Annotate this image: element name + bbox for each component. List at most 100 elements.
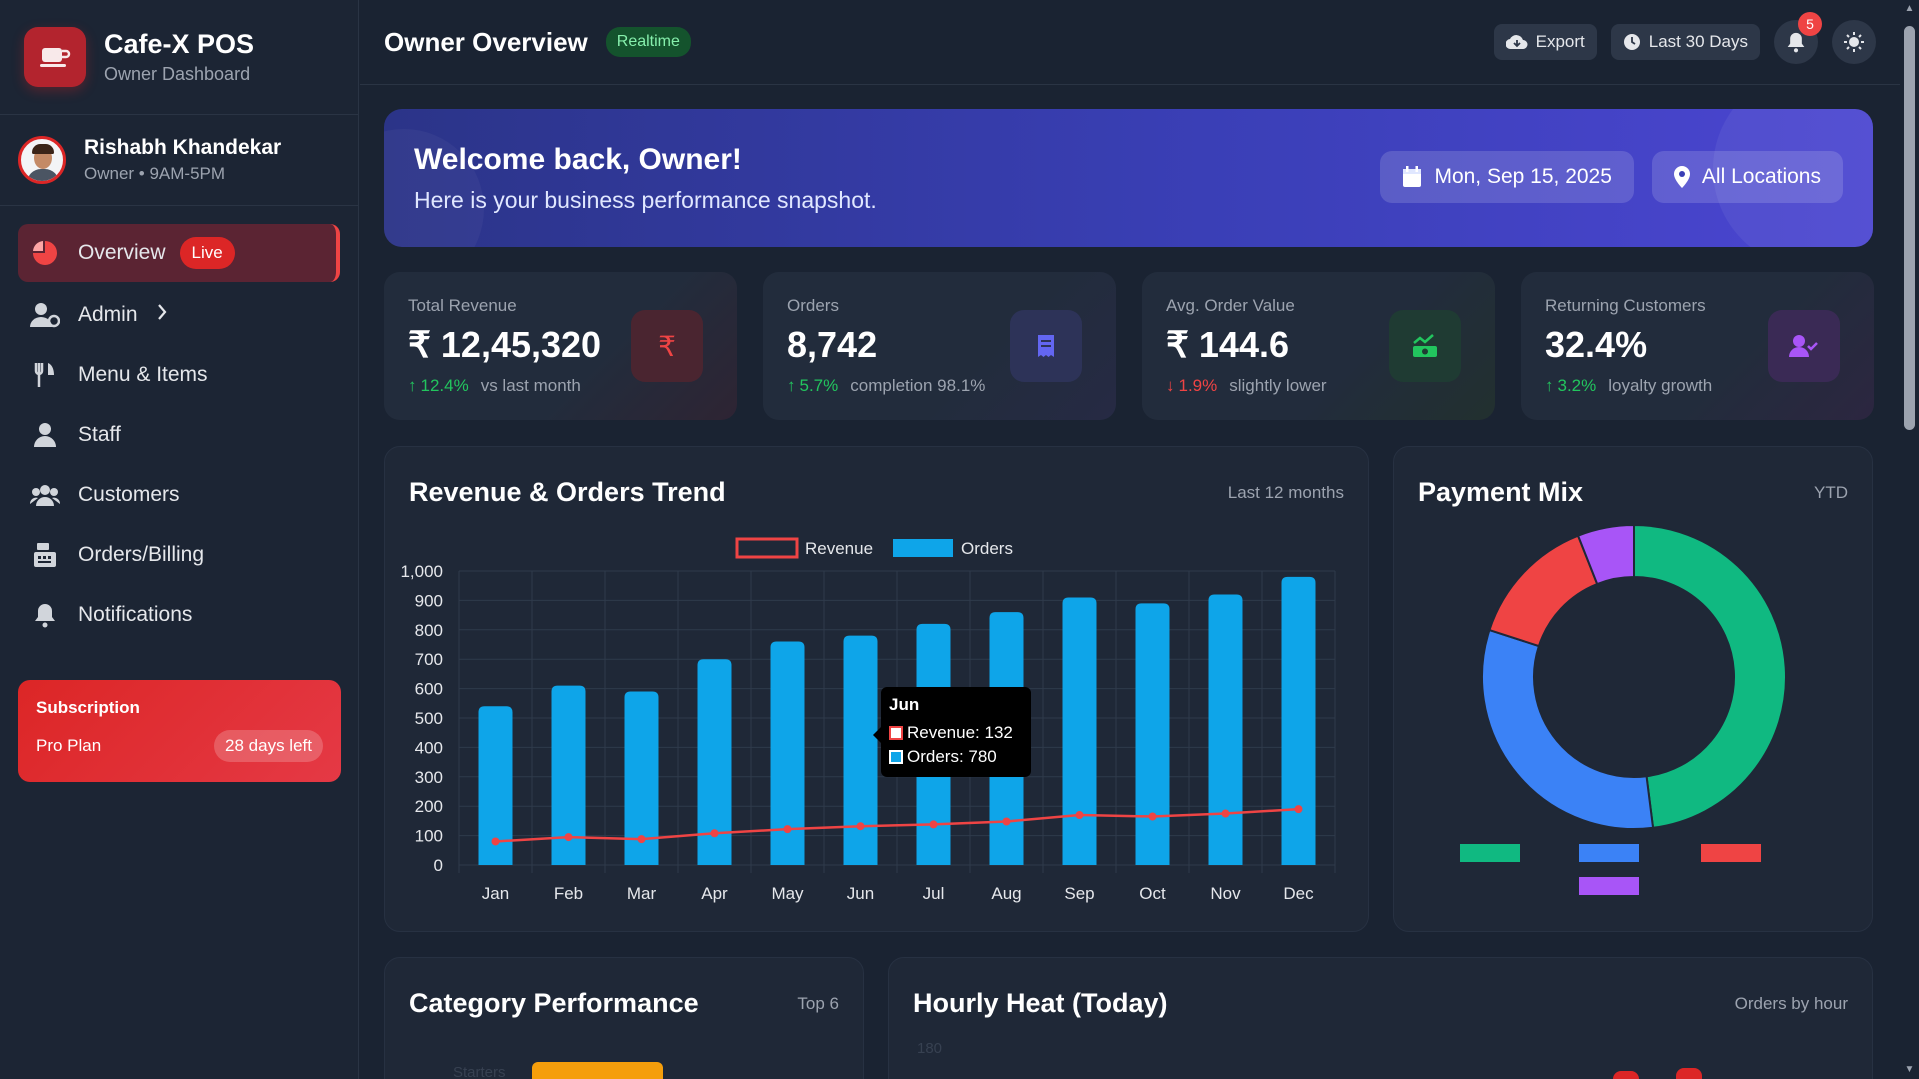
sun-icon: [1844, 32, 1864, 52]
category-bar[interactable]: [532, 1062, 663, 1079]
revenue-point: [710, 829, 719, 838]
bell-icon: [1787, 32, 1805, 53]
tooltip-revenue: Revenue: 132: [907, 723, 1013, 742]
clock-icon: [1623, 34, 1640, 50]
stat-note: loyalty growth: [1608, 376, 1713, 395]
brand-subtitle: Owner Dashboard: [104, 64, 251, 84]
revenue-point: [564, 833, 573, 842]
stat-card-revenue[interactable]: Total Revenue ₹ 12,45,320 ↑ 12.4% vs las…: [384, 272, 737, 420]
y-tick-label: 400: [415, 738, 443, 757]
users-icon: [30, 480, 60, 510]
tooltip-swatch-orders: [889, 750, 903, 764]
y-tick-label: 0: [434, 856, 443, 875]
legend-swatch: [1579, 844, 1639, 862]
subscription-days-badge: 28 days left: [214, 730, 323, 762]
orders-bar: [1208, 594, 1243, 865]
sidebar-item-staff[interactable]: Staff: [18, 406, 340, 464]
trend-chart[interactable]: Revenue Orders 1,000 900 800 700 600 500 400 300 2…: [385, 447, 1370, 933]
revenue-line: [495, 807, 1299, 843]
arrow-up-icon: ↑: [787, 376, 796, 395]
legend-swatch-revenue: [735, 537, 799, 559]
x-tick-label: Jun: [847, 884, 874, 903]
export-label: Export: [1535, 32, 1585, 51]
arrow-up-icon: ↑: [408, 376, 417, 395]
orders-bar: [770, 641, 805, 865]
scrollbar-thumb[interactable]: [1904, 26, 1915, 430]
stat-delta: 12.4%: [420, 376, 469, 395]
date-chip[interactable]: Mon, Sep 15, 2025: [1380, 151, 1634, 203]
sidebar-item-customers[interactable]: Customers: [18, 466, 340, 524]
y-tick-label: 200: [415, 797, 443, 816]
welcome-title: Welcome back, Owner!: [414, 143, 742, 176]
sidebar-item-admin[interactable]: Admin: [18, 286, 340, 344]
sidebar-item-label: Customers: [78, 483, 180, 506]
y-tick-label: 100: [415, 827, 443, 846]
user-check-icon: [1768, 310, 1840, 382]
subscription-card[interactable]: Subscription Pro Plan 28 days left: [18, 680, 341, 782]
stat-value: 8,742: [787, 324, 878, 365]
stat-label: Orders: [787, 296, 839, 315]
date-range-button[interactable]: Last 30 Days: [1610, 24, 1760, 60]
sidebar-item-label: Staff: [78, 423, 121, 446]
y-tick-label: 800: [415, 621, 443, 640]
hourly-y-tick: 180: [917, 1040, 943, 1057]
y-tick-label: 600: [415, 680, 443, 699]
sidebar: Cafe-X POS Owner Dashboard Rishabh Khand…: [0, 0, 359, 1079]
legend-swatch-orders: [893, 539, 953, 557]
stat-card-avg-order[interactable]: Avg. Order Value ₹ 144.6 ↓ 1.9% slightly…: [1142, 272, 1495, 420]
subscription-plan: Pro Plan: [36, 736, 102, 755]
location-chip-label: All Locations: [1701, 165, 1821, 188]
x-tick-label: Aug: [991, 884, 1021, 903]
trend-panel-title: Revenue & Orders Trend: [409, 477, 726, 507]
scroll-up-arrow-icon[interactable]: ▲: [1904, 3, 1915, 14]
sidebar-item-label: Menu & Items: [78, 363, 208, 386]
sidebar-item-label: Notifications: [78, 603, 193, 626]
hourly-panel-meta: Orders by hour: [1734, 994, 1848, 1013]
x-tick-label: May: [771, 884, 804, 903]
page-title: Owner Overview: [384, 26, 588, 57]
legend-swatch: [1460, 844, 1520, 862]
sidebar-item-overview[interactable]: Overview Live: [18, 224, 340, 282]
revenue-point: [1002, 817, 1011, 826]
revenue-point: [1221, 809, 1230, 818]
theme-toggle-button[interactable]: [1832, 20, 1876, 64]
payment-panel: Payment Mix YTD: [1393, 446, 1873, 932]
topbar: Owner Overview Realtime Export Last 30 D…: [360, 0, 1900, 85]
realtime-badge: Realtime: [605, 27, 691, 57]
hourly-bar[interactable]: [1613, 1071, 1639, 1079]
trend-panel: Revenue & Orders Trend Last 12 months Re…: [384, 446, 1369, 932]
legend-swatch: [1579, 877, 1639, 895]
sidebar-item-menu-items[interactable]: Menu & Items: [18, 346, 340, 404]
export-button[interactable]: Export: [1493, 24, 1597, 60]
stat-card-returning[interactable]: Returning Customers 32.4% ↑ 3.2% loyalty…: [1521, 272, 1874, 420]
notifications-button[interactable]: 5: [1774, 12, 1822, 64]
user-tie-icon: [30, 420, 60, 450]
page-scrollbar[interactable]: ▲ ▼: [1900, 0, 1919, 1079]
location-chip[interactable]: All Locations: [1651, 151, 1843, 203]
brand-title: Cafe-X POS: [104, 29, 255, 59]
stat-card-orders[interactable]: Orders 8,742 ↑ 5.7% completion 98.1%: [763, 272, 1116, 420]
scroll-down-arrow-icon[interactable]: ▼: [1904, 1064, 1915, 1075]
sidebar-item-orders-billing[interactable]: Orders/Billing: [18, 526, 340, 584]
sidebar-item-notifications[interactable]: Notifications: [18, 586, 340, 644]
x-tick-label: Sep: [1064, 884, 1094, 903]
orders-bar: [1135, 603, 1170, 865]
pie-chart-icon: [30, 238, 60, 268]
avatar: [18, 136, 66, 184]
chart-tooltip: Jun Revenue: 132 Orders: 780: [873, 687, 1031, 777]
welcome-subtitle: Here is your business performance snapsh…: [414, 187, 877, 213]
arrow-up-icon: ↑: [1545, 376, 1554, 395]
hourly-bar[interactable]: [1676, 1068, 1702, 1079]
user-profile[interactable]: Rishabh Khandekar Owner • 9AM-5PM: [0, 115, 358, 206]
revenue-point: [637, 835, 646, 844]
user-meta: Owner • 9AM-5PM: [84, 164, 226, 183]
stat-label: Returning Customers: [1545, 296, 1706, 315]
revenue-point: [1294, 805, 1303, 814]
chevron-right-icon: [156, 303, 168, 327]
stat-label: Total Revenue: [408, 296, 517, 315]
payment-donut-chart[interactable]: [1394, 447, 1874, 933]
revenue-point: [929, 820, 938, 829]
money-chart-icon: [1389, 310, 1461, 382]
x-tick-label: Apr: [701, 884, 728, 903]
revenue-point: [856, 822, 865, 831]
